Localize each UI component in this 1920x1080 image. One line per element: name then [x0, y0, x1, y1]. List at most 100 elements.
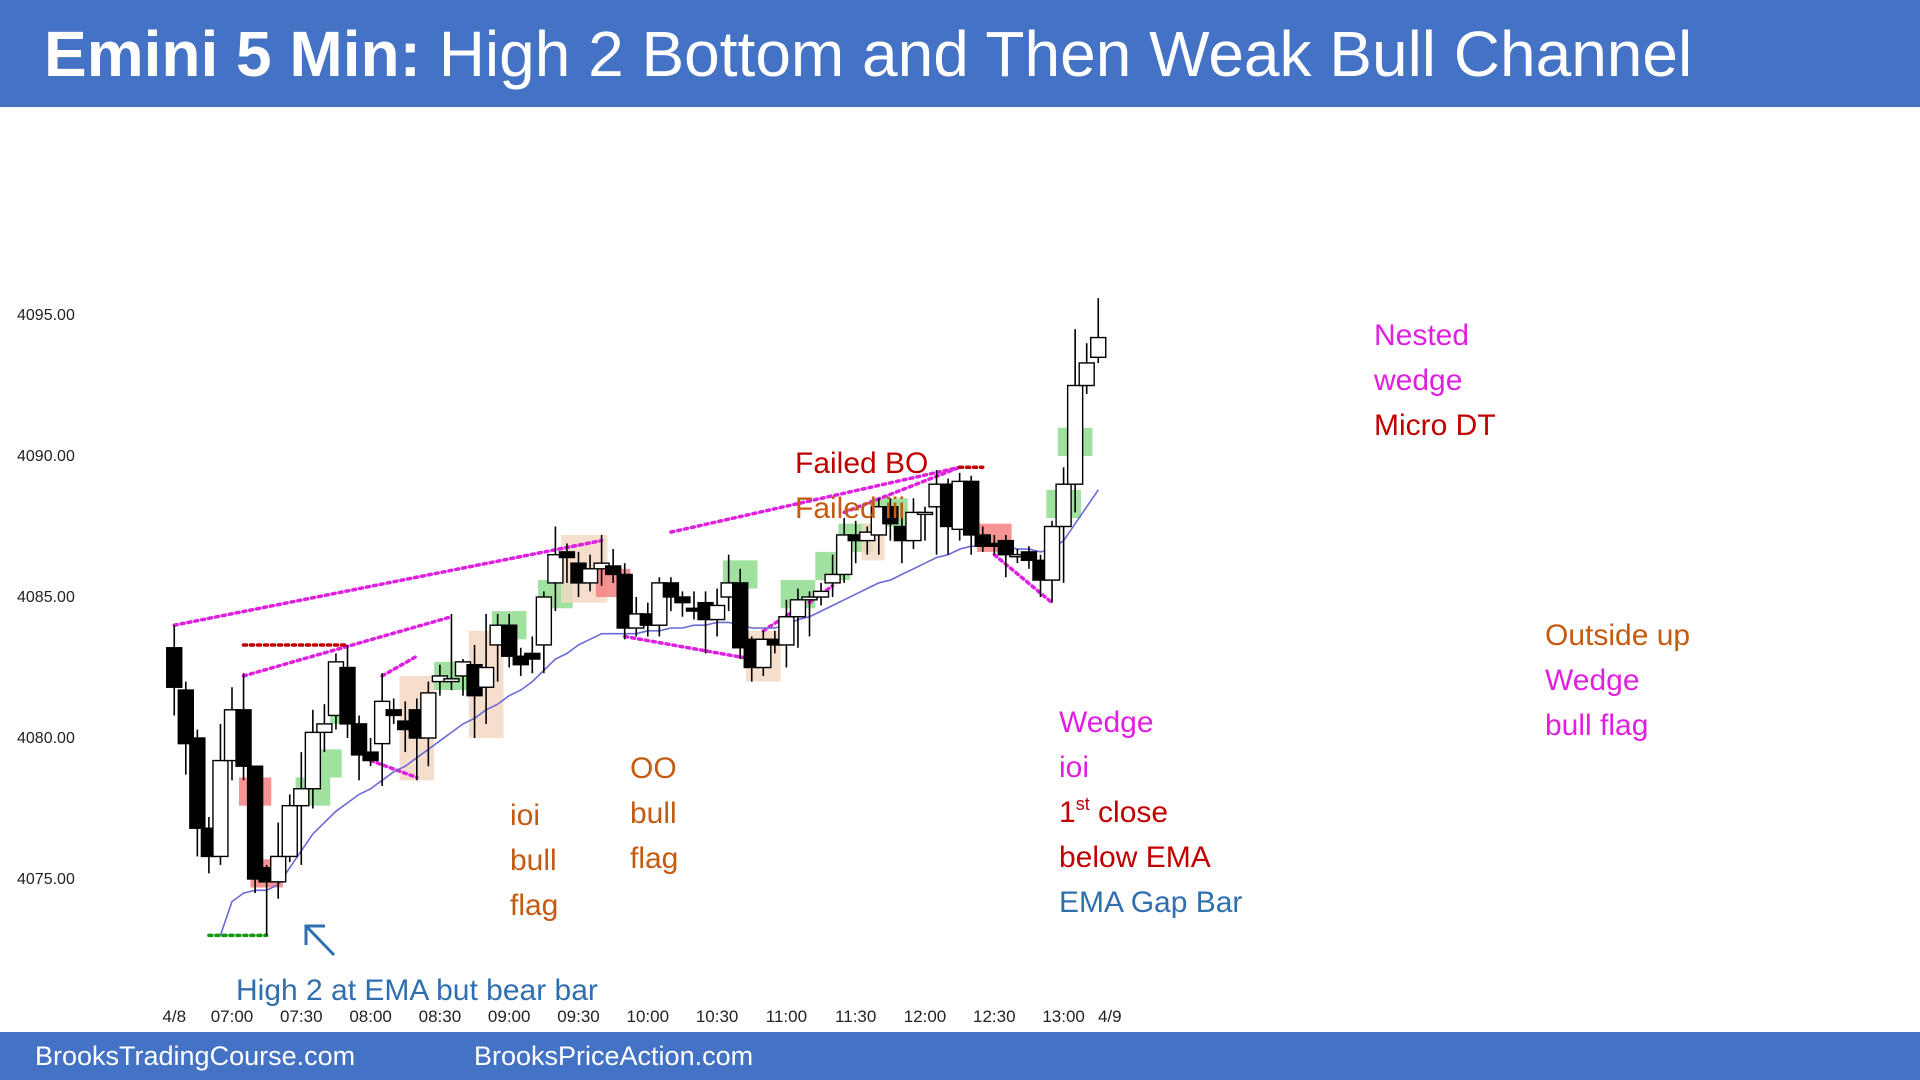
annotation-0-0: ioi: [510, 799, 540, 832]
candle-body: [824, 573, 841, 584]
candle-body: [420, 692, 437, 739]
candle-70: [974, 526, 991, 552]
candle-6: [235, 673, 252, 781]
candle-4: [212, 723, 229, 865]
x-tick-label-12: 12:30: [973, 1007, 1016, 1026]
candle-body: [547, 554, 564, 584]
candle-body: [339, 666, 356, 725]
candle-31: [524, 636, 541, 674]
candle-47: [708, 588, 726, 637]
x-tick-label-11: 12:00: [904, 1007, 947, 1026]
footer-link-brooks-trading-course[interactable]: BrooksTradingCourse.com: [35, 1041, 356, 1071]
candle-body: [293, 788, 310, 807]
highlight-box-3: [318, 749, 342, 778]
annotation-3-0: Failed iii: [795, 492, 905, 525]
candle-body: [270, 855, 287, 883]
candle-46: [697, 591, 714, 654]
candle-49: [732, 568, 749, 660]
candle-30: [512, 647, 529, 676]
candlestick-chart: 4095.00 4090.00 4085.00 4080.00 4075.00 4/8 0…: [17, 298, 1690, 1026]
candle-body: [362, 751, 379, 762]
candle-body: [1043, 525, 1061, 581]
annotation-0-1: bull: [510, 844, 557, 877]
candle-32: [535, 591, 553, 674]
x-tick-label-7: 10:00: [627, 1007, 670, 1026]
title-bar: Emini 5 Min: High 2 Bottom and Then Weak…: [0, 0, 1920, 107]
title-rest: High 2 Bottom and Then Weak Bull Channel: [438, 18, 1693, 90]
annotation-6-0: Wedge: [1059, 706, 1154, 739]
x-tick-label-8: 10:30: [696, 1007, 739, 1026]
annotation-1-0: OO: [630, 752, 677, 785]
y-tick-label-4: 4075.00: [17, 871, 75, 888]
candle-36: [581, 554, 599, 592]
candle-56: [812, 582, 830, 606]
candle-12: [304, 709, 322, 809]
candle-body: [1020, 551, 1038, 562]
candle-body: [581, 568, 599, 584]
annotation-first-close: 1st close: [1059, 794, 1168, 829]
candle-15: [339, 644, 356, 738]
candle-body: [812, 590, 830, 598]
annotation-1-2: flag: [630, 842, 678, 875]
x-tick-label-2: 07:30: [280, 1007, 323, 1026]
candle-body: [708, 604, 726, 621]
candle-body: [189, 737, 206, 829]
candle-body: [662, 582, 680, 598]
candle-19: [385, 698, 402, 724]
x-tick-label-13: 13:00: [1042, 1007, 1085, 1026]
candle-body: [835, 534, 853, 576]
candle-body: [524, 652, 541, 660]
candle-body: [281, 804, 298, 858]
y-tick-label-1: 4090.00: [17, 448, 75, 465]
candle-57: [824, 554, 841, 597]
candle-77: [1055, 467, 1072, 583]
candle-11: [293, 752, 310, 865]
annotation-10-0: Wedge: [1545, 664, 1640, 697]
candle-24: [443, 613, 460, 691]
candle-body: [350, 723, 368, 756]
candle-29: [501, 613, 518, 668]
candle-10: [281, 794, 298, 863]
annotation-9-0: Outside up: [1545, 619, 1690, 652]
candle-13: [316, 704, 333, 753]
annotation-layer: ioi bull flag OO bull flag Failed BO Failed iii…: [236, 319, 1690, 1007]
candle-60: [859, 526, 876, 555]
candle-body: [1078, 362, 1095, 387]
candle-body: [755, 638, 772, 669]
annotation-11-0: High 2 at EMA but bear bar: [236, 974, 598, 1007]
candle-27: [477, 613, 495, 724]
annotation-2-0: Failed BO: [795, 447, 928, 480]
annotation-1-1: bull: [630, 797, 677, 830]
candle-34: [558, 543, 576, 583]
candle-78: [1066, 329, 1084, 513]
x-tick-label-9: 11:00: [766, 1007, 807, 1026]
x-tick-label-5: 09:00: [488, 1007, 531, 1026]
candle-body: [166, 647, 183, 688]
candle-body: [512, 655, 529, 666]
candle-body: [558, 551, 576, 559]
footer-link-brooks-price-action[interactable]: BrooksPriceAction.com: [474, 1041, 754, 1071]
candle-0: [166, 625, 183, 716]
candle-53: [778, 599, 795, 668]
x-tick-label-14: 4/9: [1098, 1007, 1122, 1026]
candle-body: [778, 616, 795, 646]
candle-body: [604, 565, 622, 576]
x-tick-label-4: 08:30: [419, 1007, 462, 1026]
candle-body: [246, 765, 264, 880]
footer-bar: BrooksTradingCourse.com BrooksPriceActio…: [0, 1032, 1920, 1080]
candle-16: [350, 715, 368, 781]
x-tick-label-1: 07:00: [211, 1007, 254, 1026]
candle-18: [373, 673, 391, 786]
annotation-7-0: below EMA: [1059, 841, 1211, 874]
candle-body: [997, 539, 1015, 556]
candle-body: [1090, 336, 1107, 358]
candle-body: [789, 599, 807, 618]
x-axis: 4/8 07:00 07:30 08:00 08:30 09:00 09:30 10:00 10…: [162, 1007, 1121, 1026]
candle-body: [732, 582, 749, 649]
candle-62: [882, 498, 899, 541]
candle-body: [905, 511, 922, 542]
candle-65: [916, 506, 934, 541]
candle-1: [177, 681, 195, 775]
candle-38: [604, 549, 622, 583]
candle-body: [916, 511, 934, 516]
